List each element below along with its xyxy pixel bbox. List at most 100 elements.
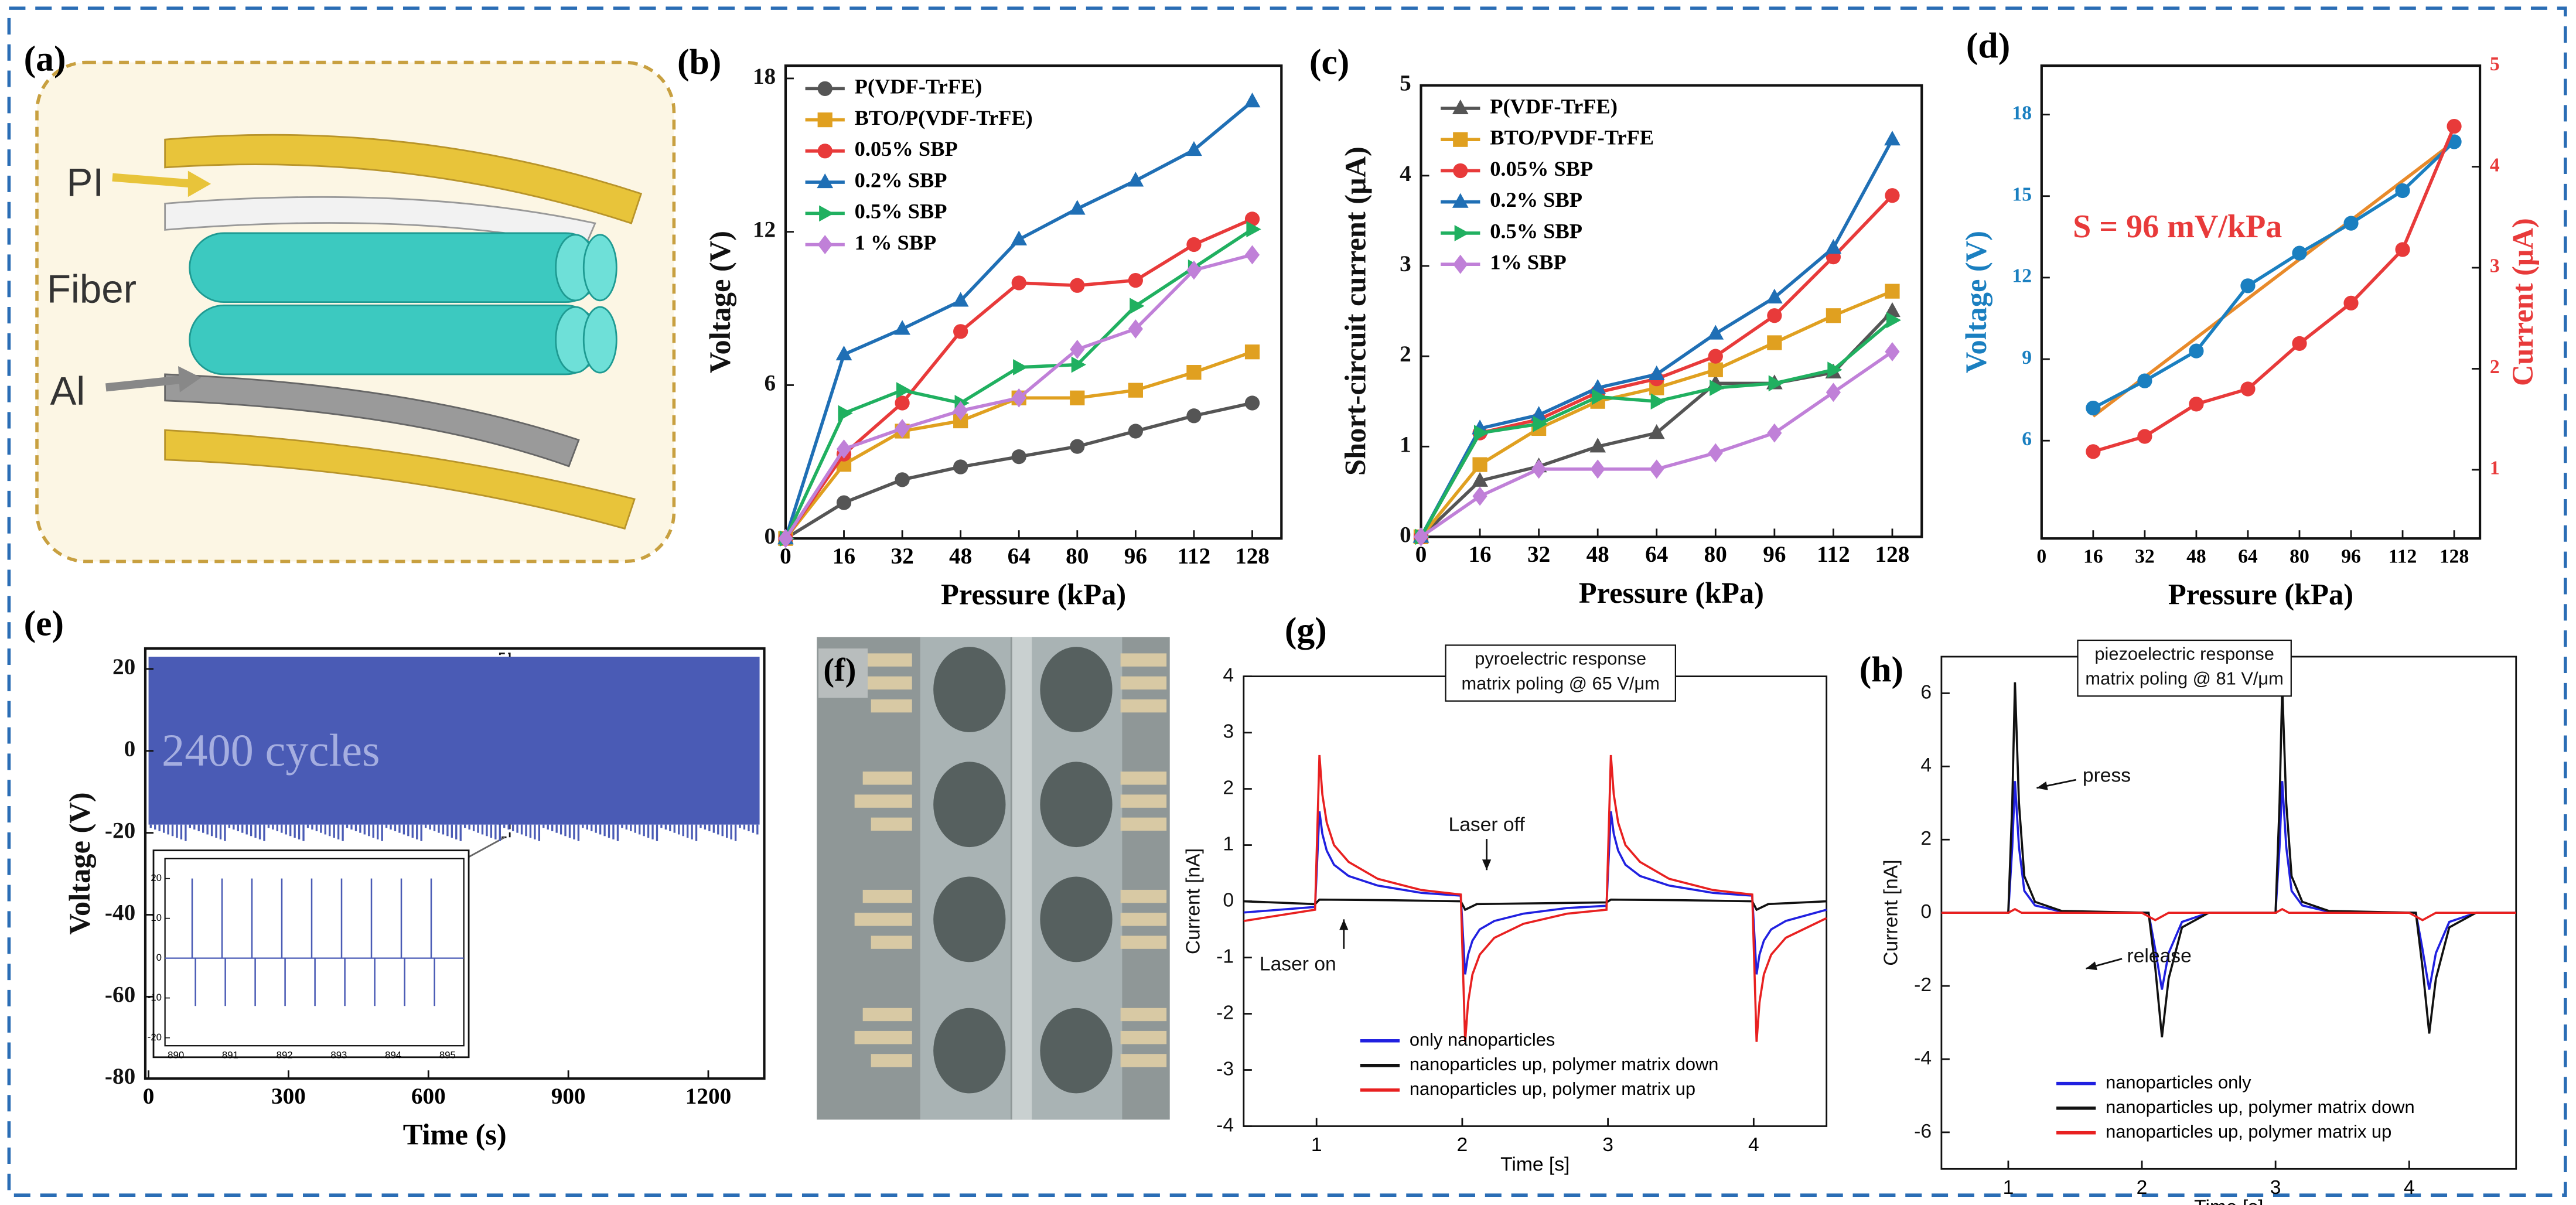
marker — [2292, 336, 2307, 351]
marker — [1070, 439, 1085, 454]
y2-tick-label: 5 — [2490, 53, 2500, 75]
y-axis-label: Short-circuit current (μA) — [1339, 146, 1372, 476]
marker — [1186, 260, 1202, 280]
plot-frame — [784, 64, 1283, 540]
series-line — [1420, 310, 1893, 538]
legend-marker — [1452, 99, 1469, 115]
x-tick-label: 80 — [1704, 542, 1727, 567]
y-axis-label: Voltage (V) — [63, 792, 96, 934]
inset-x-tick-label: 891 — [222, 1049, 238, 1060]
legend-marker — [817, 112, 832, 128]
y-tick-label: 5 — [1400, 71, 1411, 96]
inset-x-tick-label: 892 — [277, 1049, 293, 1060]
marker — [1767, 308, 1782, 323]
legend-label: 0.2% SBP — [1490, 188, 1582, 211]
marker — [1472, 457, 1487, 472]
y2-axis-label: Current (μA) — [2506, 218, 2539, 386]
y-tick-label: 15 — [2012, 183, 2032, 205]
y-tick-label: -1 — [1216, 945, 1234, 967]
panel-label: (b) — [677, 42, 721, 82]
x-tick-label: 1200 — [685, 1084, 731, 1109]
marker — [1127, 172, 1144, 187]
x-tick-label: 900 — [551, 1084, 586, 1109]
legend-label: 0.5% SBP — [1490, 219, 1582, 243]
x-tick-label: 96 — [1763, 542, 1786, 567]
marker — [836, 495, 852, 510]
electrode-bottom — [164, 373, 580, 467]
marker — [2189, 343, 2204, 359]
y-tick-label: 6 — [1920, 681, 1932, 703]
x-tick-label: 600 — [411, 1084, 446, 1109]
fit-line — [2092, 140, 2455, 418]
marker — [1589, 438, 1606, 453]
y-tick-label: 1 — [1223, 833, 1234, 855]
y-tick-label: 6 — [765, 370, 776, 395]
marker — [2395, 242, 2410, 257]
marker — [1246, 221, 1261, 238]
x-tick-label: 4 — [1748, 1134, 1759, 1156]
marker — [1825, 239, 1842, 254]
marker — [1826, 383, 1841, 402]
x-tick-label: 16 — [1468, 542, 1491, 567]
marker — [1531, 459, 1547, 479]
y-tick-label: 3 — [1400, 251, 1411, 276]
series-line — [784, 401, 1253, 540]
x-tick-label: 0 — [143, 1084, 155, 1109]
arrow — [105, 375, 185, 392]
series-line — [2092, 140, 2455, 410]
panel-f: (f) — [817, 637, 1170, 1120]
panel-label: (g) — [1285, 610, 1327, 650]
annotation: matrix poling @ 65 V/μm — [1461, 673, 1659, 694]
marker — [1244, 245, 1260, 265]
layer-label: Fiber — [47, 268, 137, 312]
marker — [1767, 423, 1782, 443]
series-line — [1243, 755, 1827, 1042]
y-tick-label: -20 — [105, 818, 135, 844]
inset-plot — [164, 858, 465, 1047]
marker — [1472, 472, 1488, 487]
arrow-head — [187, 170, 211, 197]
y-tick-label: 2 — [1400, 342, 1411, 367]
fiber-end — [582, 306, 617, 374]
marker — [1710, 380, 1725, 396]
legend-label: nanoparticles up, polymer matrix down — [1410, 1054, 1718, 1074]
marker — [1186, 408, 1202, 424]
annotation: 2400 cycles — [162, 725, 380, 776]
legend-marker — [1453, 254, 1468, 274]
series-line — [784, 217, 1253, 540]
marker — [1886, 312, 1902, 329]
marker — [835, 345, 852, 361]
x-tick-label: 2 — [2137, 1177, 2148, 1199]
marker — [1708, 362, 1723, 377]
marker — [2086, 400, 2101, 416]
series-line — [2093, 125, 2456, 453]
legend-marker — [817, 81, 832, 96]
marker — [1186, 365, 1202, 380]
photo-pads — [854, 653, 1167, 1067]
y-tick-label: 0 — [1223, 889, 1234, 911]
inset-x-tick-label: 895 — [439, 1049, 456, 1060]
legend-label: only nanoparticles — [1410, 1029, 1555, 1050]
inset-y-tick-label: 20 — [151, 872, 162, 883]
legend-label: 1 % SBP — [855, 231, 937, 254]
x-tick-label: 2 — [1457, 1134, 1468, 1156]
y-tick-label: -40 — [105, 900, 135, 925]
marker — [1070, 278, 1085, 293]
legend-label: 0.05% SBP — [1490, 157, 1593, 180]
y-tick-label: 12 — [753, 217, 776, 243]
panel-label: (e) — [24, 604, 64, 644]
y-tick-label: -4 — [1216, 1114, 1234, 1136]
marker — [2086, 444, 2101, 459]
marker — [2395, 183, 2410, 199]
marker — [778, 528, 793, 548]
fiber-end — [582, 234, 617, 302]
y-tick-label: -3 — [1216, 1058, 1234, 1080]
marker — [1648, 424, 1665, 439]
x-tick-label: 48 — [1586, 542, 1609, 567]
y-tick-label: 9 — [2022, 347, 2032, 368]
legend-marker — [817, 235, 832, 254]
y-axis-label: Current [nA] — [1881, 860, 1902, 966]
pi-top — [164, 134, 643, 224]
y-tick-label: 0 — [765, 524, 776, 549]
